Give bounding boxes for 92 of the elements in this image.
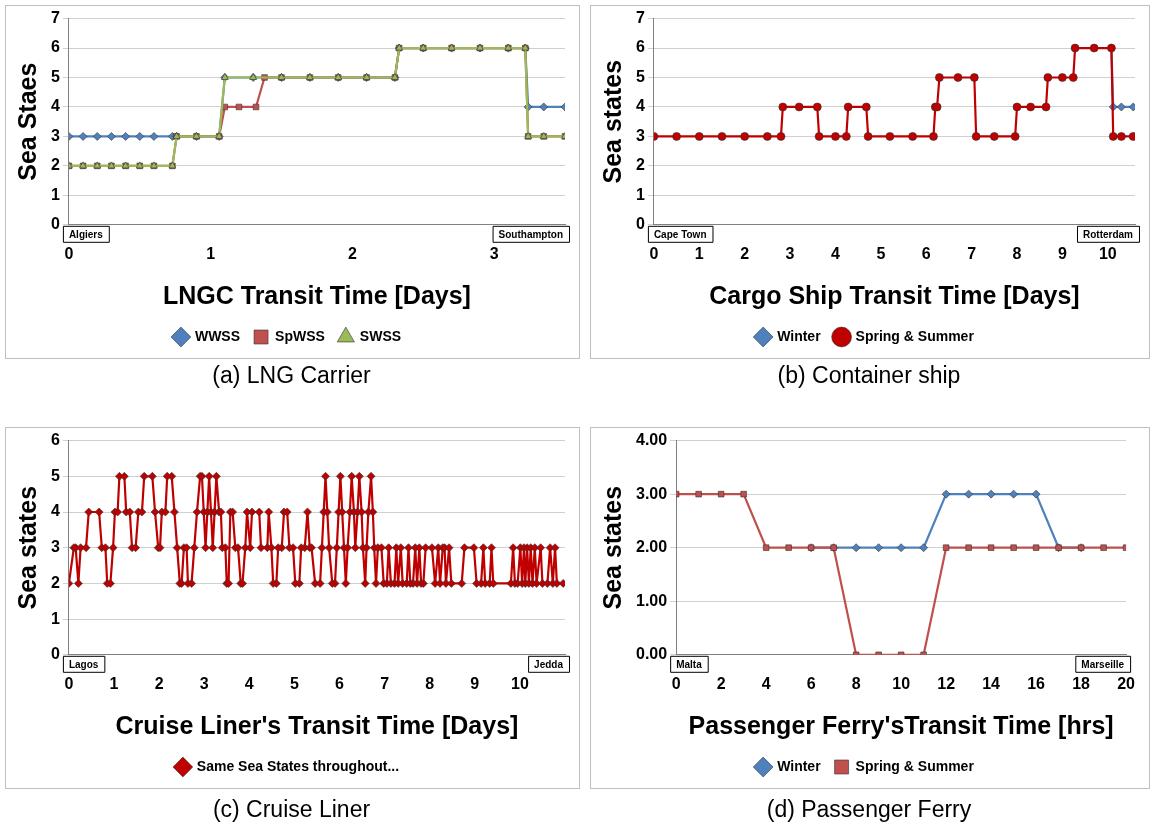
legend-label: Winter (777, 327, 822, 344)
legend-label: Spring & Summer (855, 327, 975, 344)
y-tick-label: 2 (50, 156, 60, 174)
y-axis-title: Sea Staes (12, 62, 41, 181)
y-axis-title: Sea states (597, 485, 626, 610)
text: (b) Container ship (776, 362, 962, 389)
y-tick-label: 4 (50, 97, 60, 115)
text: Cape Town (653, 228, 707, 240)
x-tick-label: 7 (380, 674, 390, 692)
y-tick-label: 5 (50, 466, 60, 484)
y-tick-label: 3.00 (636, 484, 668, 502)
x-tick-label: 10 (511, 674, 529, 692)
x-tick-label: 5 (876, 244, 886, 262)
y-tick-label: 0 (50, 645, 60, 663)
x-tick-label: 10 (1098, 244, 1117, 262)
text: Rotterdam (1083, 228, 1134, 240)
text: (d) Passenger Ferry (765, 796, 973, 823)
y-tick-label: 7 (635, 9, 645, 27)
x-tick-label: 4 (761, 674, 771, 692)
text: Malta (676, 658, 703, 670)
text: Lagos (68, 658, 99, 670)
x-tick-label: 2 (716, 674, 726, 692)
y-tick-label: 3 (50, 126, 60, 144)
text: Southampton (498, 228, 563, 240)
x-axis-title: Cruise Liner's Transit Time [Days] (115, 710, 519, 739)
x-tick-label: 14 (982, 674, 1001, 692)
y-tick-label: 0.00 (636, 645, 668, 663)
y-axis-title: Sea states (12, 485, 41, 610)
x-tick-label: 16 (1027, 674, 1046, 692)
y-tick-label: 0 (635, 215, 645, 233)
x-tick-label: 18 (1072, 674, 1091, 692)
y-tick-label: 2 (635, 156, 645, 174)
x-tick-label: 4 (830, 244, 840, 262)
x-tick-label: 2 (347, 244, 357, 262)
x-tick-label: 2 (740, 244, 750, 262)
x-tick-label: 1 (109, 674, 119, 692)
text: (a) LNG Carrier (211, 362, 372, 389)
x-tick-label: 6 (335, 674, 345, 692)
x-tick-label: 4 (244, 674, 254, 692)
legend-label: SpWSS (275, 327, 325, 344)
x-tick-label: 3 (785, 244, 795, 262)
x-tick-label: 0 (671, 674, 681, 692)
legend-label: WWSS (194, 327, 241, 344)
x-tick-label: 1 (694, 244, 704, 262)
x-tick-label: 3 (199, 674, 209, 692)
y-tick-label: 7 (50, 9, 60, 27)
x-tick-label: 6 (806, 674, 816, 692)
text: Algiers (68, 228, 104, 240)
y-tick-label: 5 (635, 67, 645, 85)
x-tick-label: 7 (967, 244, 977, 262)
x-tick-label: 0 (64, 674, 74, 692)
x-tick-label: 5 (289, 674, 299, 692)
x-tick-label: 8 (851, 674, 861, 692)
x-tick-label: 0 (64, 244, 74, 262)
x-tick-label: 1 (206, 244, 216, 262)
y-tick-label: 6 (50, 38, 60, 56)
legend-label: Winter (777, 757, 822, 774)
x-tick-label: 20 (1117, 674, 1136, 692)
y-tick-label: 2 (50, 573, 60, 591)
x-tick-label: 12 (937, 674, 956, 692)
x-tick-label: 9 (1057, 244, 1067, 262)
x-axis-title: Cargo Ship Transit Time [Days] (709, 280, 1080, 309)
text: Jedda (534, 658, 564, 670)
y-tick-label: 3 (50, 538, 60, 556)
legend-label: SWSS (359, 327, 402, 344)
x-tick-label: 9 (470, 674, 480, 692)
y-tick-label: 1 (50, 609, 60, 627)
y-tick-label: 6 (635, 38, 645, 56)
x-tick-label: 2 (154, 674, 164, 692)
legend-label: Spring & Summer (855, 757, 975, 774)
x-axis-title: LNGC Transit Time [Days] (162, 280, 471, 309)
y-tick-label: 2.00 (636, 538, 668, 556)
y-tick-label: 3 (635, 126, 645, 144)
x-axis-title: Passenger Ferry'sTransit Time [hrs] (688, 710, 1114, 739)
text: Marseille (1081, 658, 1125, 670)
y-tick-label: 5 (50, 67, 60, 85)
y-tick-label: 1 (50, 185, 60, 203)
y-tick-label: 6 (50, 431, 60, 449)
x-tick-label: 8 (1012, 244, 1022, 262)
y-axis-title: Sea states (597, 59, 626, 184)
y-tick-label: 4 (635, 97, 645, 115)
y-tick-label: 4 (50, 502, 60, 520)
y-tick-label: 0 (50, 215, 60, 233)
y-tick-label: 1.00 (636, 591, 668, 609)
x-tick-label: 8 (425, 674, 435, 692)
x-tick-label: 3 (489, 244, 499, 262)
text: (c) Cruise Liner (211, 796, 372, 823)
y-tick-label: 1 (635, 185, 645, 203)
x-tick-label: 6 (921, 244, 931, 262)
legend-label: Same Sea States throughout... (196, 757, 400, 774)
x-tick-label: 10 (892, 674, 911, 692)
y-tick-label: 4.00 (636, 431, 668, 449)
